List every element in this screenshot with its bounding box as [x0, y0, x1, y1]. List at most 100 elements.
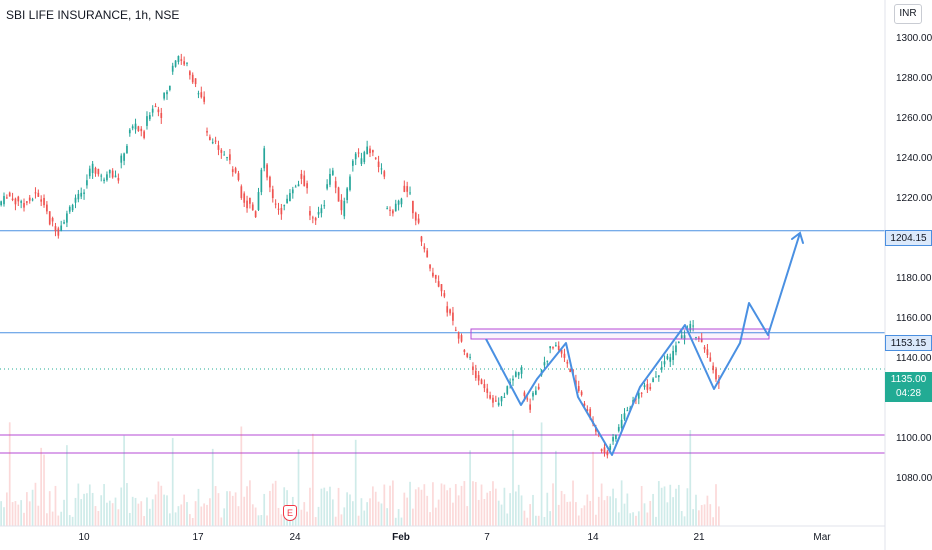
candle-body [615, 435, 617, 440]
y-tick-label: 1220.00 [896, 193, 932, 204]
candle-body [28, 197, 31, 201]
volume-bar [11, 502, 14, 526]
candle-body [563, 353, 566, 358]
candle-body [46, 204, 48, 212]
candle-body [403, 185, 406, 192]
volume-bar [612, 488, 614, 526]
candle-body [174, 60, 177, 67]
volume-bar [103, 484, 105, 526]
earnings-marker[interactable]: E [283, 505, 297, 521]
candle-body [406, 186, 409, 192]
volume-bar [534, 515, 537, 526]
volume-bar [160, 485, 163, 526]
volume-bar [452, 502, 454, 526]
candle-body [111, 170, 114, 178]
volume-bar [303, 502, 306, 526]
volume-bar [234, 492, 237, 526]
volume-bar [177, 506, 180, 526]
candle-body [649, 387, 652, 390]
volume-bar [583, 505, 586, 526]
candle-body [534, 390, 537, 395]
price-axis[interactable]: 1300.001280.001260.001240.001220.001200.… [885, 0, 932, 526]
volume-bar [374, 491, 377, 526]
candle-body [8, 192, 11, 197]
volume-bar [209, 498, 211, 526]
volume-bar [148, 508, 151, 526]
volume-bar [126, 483, 128, 526]
candle-body [549, 346, 552, 349]
volume-bar [494, 488, 497, 526]
volume-bar [223, 508, 226, 526]
candle-body [183, 61, 186, 65]
candle-body [309, 210, 311, 216]
volume-bar [406, 497, 409, 526]
candle-body [689, 324, 692, 331]
candle-body [354, 153, 357, 160]
currency-button[interactable]: INR [894, 4, 922, 24]
volume-bar [403, 492, 406, 526]
candle-body [106, 174, 108, 181]
volume-bar [8, 422, 11, 526]
candle-body [483, 384, 486, 389]
candle-body [151, 108, 154, 113]
volume-bar [351, 501, 354, 526]
volume-bar [474, 481, 477, 526]
candle-body [612, 437, 614, 442]
candle-body [672, 350, 674, 360]
candle-body [457, 332, 460, 339]
last-price-tag: 1135.00 04:28 [885, 372, 932, 402]
resistance-price-tag: 1204.15 [885, 230, 932, 246]
volume-bar [277, 507, 280, 526]
volume-bar [114, 497, 117, 526]
candle-body [57, 228, 60, 236]
volume-bar [666, 502, 669, 526]
candle-body [577, 386, 580, 391]
candle-body [489, 395, 491, 399]
candle-body [0, 201, 2, 206]
neckline-zone-box [470, 328, 770, 340]
volume-bar [509, 493, 511, 526]
candle-body [383, 171, 386, 177]
volume-bar [266, 515, 268, 526]
candle-body [666, 356, 669, 360]
volume-bar [506, 513, 509, 526]
volume-bar [483, 499, 486, 526]
time-axis[interactable]: 10 17 24 Feb 7 14 21 Mar [0, 526, 885, 550]
candle-body [229, 154, 231, 161]
volume-bar [311, 433, 314, 526]
volume-bar [629, 513, 632, 526]
candle-body [314, 217, 317, 221]
volume-bar [17, 504, 20, 526]
volume-bar [226, 491, 228, 526]
volume-bar [254, 507, 257, 526]
volume-bar [306, 511, 308, 526]
candle-body [274, 203, 277, 205]
candle-body [560, 349, 563, 354]
candle-body [523, 392, 526, 396]
candle-body [240, 186, 243, 198]
volume-bar [652, 493, 654, 526]
volume-bar [48, 491, 51, 526]
candle-body [71, 204, 74, 211]
bar-countdown: 04:28 [895, 388, 922, 399]
volume-bar [74, 497, 77, 526]
volume-bar [692, 509, 694, 526]
volume-bar [420, 489, 423, 526]
volume-bar [423, 484, 426, 526]
candle-body [297, 184, 300, 187]
volume-bar [449, 487, 451, 526]
candle-body [343, 200, 346, 217]
volume-bar [563, 494, 566, 526]
volume-bar [472, 481, 474, 526]
volume-bar [689, 430, 692, 526]
candle-body [366, 146, 369, 155]
volume-bar [146, 497, 148, 526]
volume-bar [174, 512, 177, 526]
volume-bar [697, 510, 700, 526]
candle-body [552, 346, 554, 349]
candle-body [669, 357, 672, 362]
candle-body [260, 169, 263, 193]
x-tick-label: 24 [289, 532, 301, 543]
candle-body [543, 362, 546, 366]
